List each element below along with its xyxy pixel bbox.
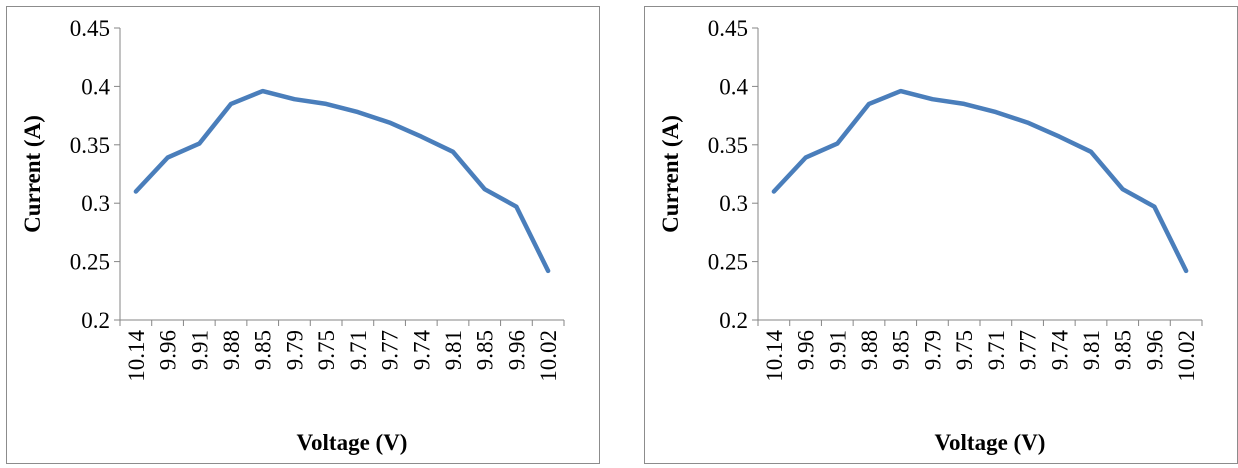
- x-tick-label: 9.77: [378, 330, 403, 370]
- series-line: [133, 88, 551, 274]
- x-tick-label: 9.85: [1111, 330, 1136, 370]
- x-tick-label: 9.79: [282, 330, 307, 370]
- x-tick-label: 9.81: [1079, 330, 1104, 370]
- y-tick-label: 0.3: [719, 191, 748, 216]
- y-tick-label: 0.2: [81, 308, 110, 333]
- y-tick-label: 0.3: [81, 191, 110, 216]
- x-tick-label: 9.96: [794, 330, 819, 370]
- x-tick-label: 9.85: [251, 330, 276, 370]
- x-tick-label: 9.81: [441, 330, 466, 370]
- x-axis-title: Voltage (V): [935, 430, 1046, 455]
- y-axis-title: Current (A): [20, 115, 45, 233]
- x-tick-label: 10.02: [536, 330, 561, 382]
- x-tick-label: 9.88: [219, 330, 244, 370]
- x-tick-label: 9.77: [1016, 330, 1041, 370]
- x-tick-label: 10.02: [1174, 330, 1199, 382]
- x-tick-label: 9.75: [952, 330, 977, 370]
- x-tick-label: 9.96: [156, 330, 181, 370]
- y-tick-label: 0.35: [708, 133, 748, 158]
- y-tick-label: 0.4: [81, 74, 110, 99]
- y-tick-label: 0.25: [708, 250, 748, 275]
- x-tick-label: 10.14: [762, 330, 787, 382]
- x-tick-label: 9.74: [409, 330, 434, 371]
- y-tick-label: 0.2: [719, 308, 748, 333]
- x-tick-label: 9.85: [889, 330, 914, 370]
- x-axis-title: Voltage (V): [297, 430, 408, 455]
- x-tick-label: 9.74: [1047, 330, 1072, 371]
- x-tick-label: 9.96: [504, 330, 529, 370]
- series-line: [771, 88, 1189, 274]
- x-tick-label: 9.71: [984, 330, 1009, 370]
- x-tick-label: 9.71: [346, 330, 371, 370]
- x-tick-label: 10.14: [124, 330, 149, 382]
- y-tick-label: 0.25: [70, 250, 110, 275]
- x-tick-label: 9.91: [187, 330, 212, 370]
- chart-panel-left: 0.45 0.4 0.35 0.3 0.25 0.2 10.14 9.96 9.91 9.88 9.…: [6, 6, 600, 464]
- x-tick-label: 9.79: [920, 330, 945, 370]
- x-tick-label: 9.75: [314, 330, 339, 370]
- chart-right-svg: 0.450.40.350.30.250.210.14 9.96 9.91 9.88 9.…: [658, 16, 1203, 455]
- x-tick-label: 9.85: [473, 330, 498, 370]
- y-tick-label: 0.45: [708, 16, 748, 41]
- y-tick-label: 0.35: [70, 133, 110, 158]
- chart-left-svg: 0.450.40.350.30.250.210.14 9.96 9.91 9.88 9.…: [20, 16, 565, 455]
- x-tick-label: 9.88: [857, 330, 882, 370]
- x-tick-label: 9.91: [825, 330, 850, 370]
- y-tick-label: 0.45: [70, 16, 110, 41]
- y-axis-title: Current (A): [658, 115, 683, 233]
- y-tick-label: 0.4: [719, 74, 748, 99]
- x-tick-label: 9.96: [1142, 330, 1167, 370]
- chart-panel-right: 0.45 0.4 0.35 0.3 0.25 0.2 10.14 9.96 9.91 9.88 9.…: [644, 6, 1238, 464]
